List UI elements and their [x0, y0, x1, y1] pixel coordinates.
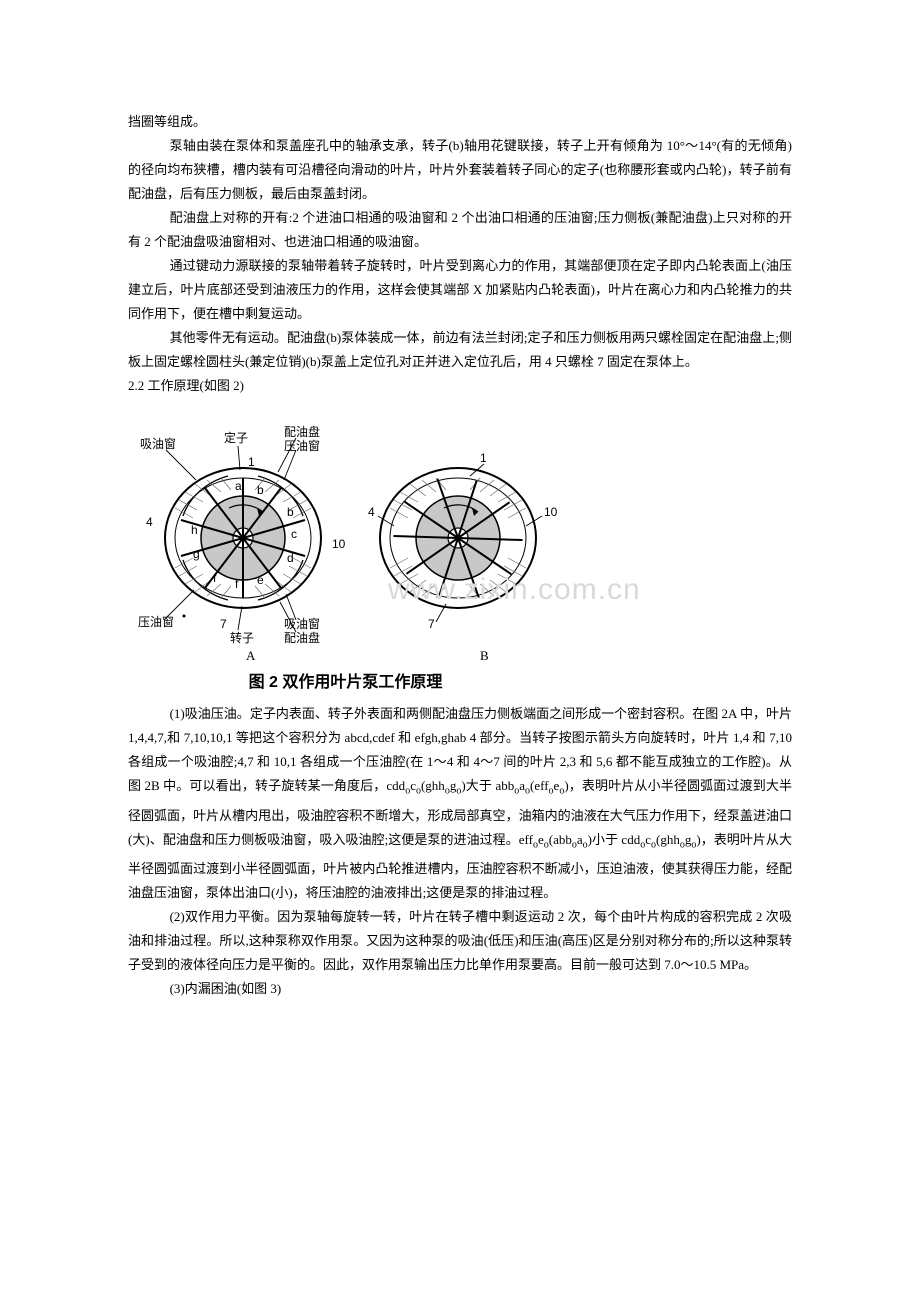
label-suction-window-bottom: 吸油窗 — [284, 617, 320, 631]
paragraph-2: 配油盘上对称的开有:2 个进油口相通的吸油窗和 2 个出油口相通的压油窗;压力侧… — [128, 206, 792, 254]
svg-text:e: e — [257, 573, 264, 587]
label-dist-plate-bottom: 配油盘 — [284, 630, 320, 645]
label-rotor: 转子 — [230, 630, 254, 645]
label-stator: 定子 — [224, 430, 248, 445]
num-4-left: 4 — [146, 515, 153, 529]
svg-text:h: h — [191, 523, 198, 537]
num-7-right: 7 — [428, 617, 435, 631]
label-suction-window-tl: 吸油窗 — [140, 437, 176, 451]
paragraph-6: (2)双作用力平衡。因为泵轴每旋转一转，叶片在转子槽中剩返运动 2 次，每个由叶… — [128, 905, 792, 977]
svg-text:a: a — [235, 479, 242, 493]
label-dist-plate-top: 配油盘 — [284, 424, 320, 439]
paragraph-7: (3)内漏困油(如图 3) — [128, 977, 792, 1001]
num-10-right: 10 — [544, 505, 558, 519]
paragraph-0: 挡圈等组成。 — [128, 110, 792, 134]
paragraph-4: 其他零件无有运动。配油盘(b)泵体装成一体，前边有法兰封闭;定子和压力侧板用两只… — [128, 326, 792, 374]
paragraph-1: 泵轴由装在泵体和泵盖座孔中的轴承支承，转子(b)轴用花键联接，转子上开有倾角为 … — [128, 134, 792, 206]
num-1-right: 1 — [480, 451, 487, 465]
paragraph-5: (1)吸油压油。定子内表面、转子外表面和两侧配油盘压力侧板端面之间形成一个密封容… — [128, 702, 792, 905]
label-B: B — [480, 648, 489, 663]
svg-text:g: g — [193, 547, 200, 561]
svg-text:c: c — [291, 527, 297, 541]
num-7-left: 7 — [220, 617, 227, 631]
paragraph-3: 通过键动力源联接的泵轴带着转子旋转时，叶片受到离心力的作用，其端部便顶在定子即内… — [128, 254, 792, 326]
figure-2: ab bc de ff gh 吸油窗 — [128, 408, 563, 698]
figure-2-svg: ab bc de ff gh 吸油窗 — [128, 408, 563, 666]
label-pressure-window-top: 压油窗 — [284, 439, 320, 453]
label-pressure-window-bl: 压油窗 — [138, 615, 174, 629]
num-1-left: 1 — [248, 455, 255, 469]
svg-text:b: b — [287, 505, 294, 519]
num-10-left: 10 — [332, 537, 346, 551]
label-A: A — [246, 648, 256, 663]
svg-text:d: d — [287, 551, 294, 565]
section-heading-2-2: 2.2 工作原理(如图 2) — [128, 374, 792, 398]
num-4-right: 4 — [368, 505, 375, 519]
svg-text:b: b — [257, 483, 264, 497]
document-page: 挡圈等组成。 泵轴由装在泵体和泵盖座孔中的轴承支承，转子(b)轴用花键联接，转子… — [0, 0, 920, 1081]
figure-2-caption: 图 2 双作用叶片泵工作原理 — [128, 668, 563, 692]
